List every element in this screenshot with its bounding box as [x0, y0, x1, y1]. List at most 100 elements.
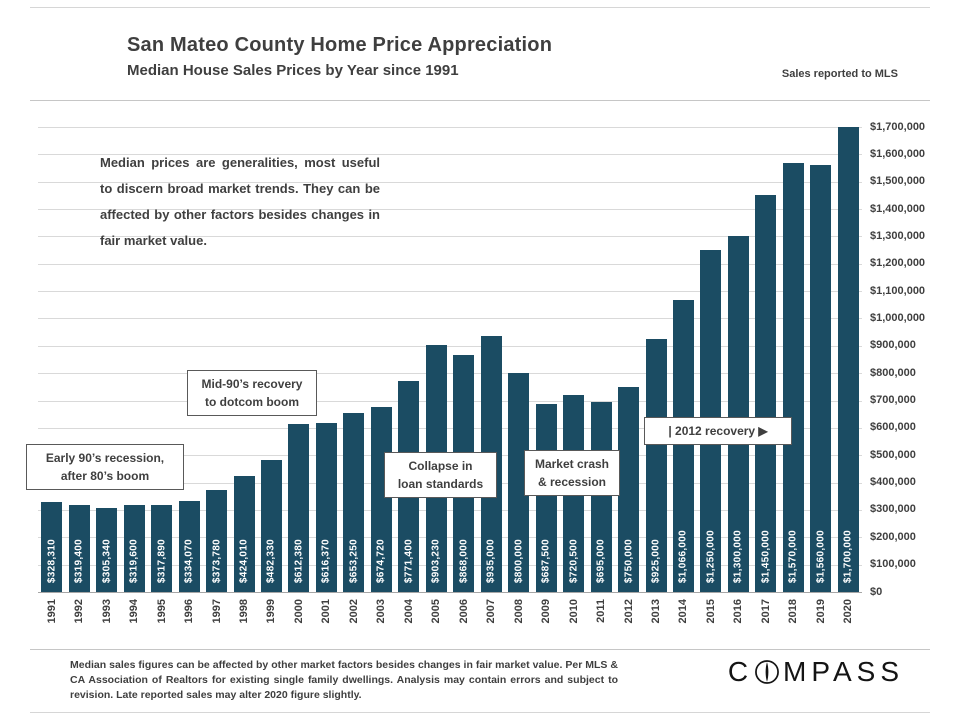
gridline	[38, 291, 862, 293]
x-axis-year-label: 1995	[155, 599, 168, 624]
bar-1994: $319,600	[123, 504, 145, 592]
y-axis-tick-label: $1,600,000	[870, 147, 926, 160]
bar-value-label: $1,066,000	[677, 529, 689, 583]
annotation-box-4: Market crash & recession	[524, 450, 620, 496]
bar-1991: $328,310	[41, 502, 63, 592]
bar-value-label: $771,400	[403, 538, 415, 583]
compass-o-icon	[755, 660, 779, 684]
bar-value-label: $800,000	[513, 538, 525, 583]
x-axis-year-label: 2004	[402, 599, 415, 624]
x-axis-year-label: 1992	[73, 599, 86, 624]
annotation-box-1: Early 90’s recession, after 80’s boom	[26, 444, 184, 490]
bar-value-label: $1,300,000	[732, 529, 744, 583]
bar-2013: $925,000	[645, 338, 667, 592]
bar-2009: $687,500	[535, 403, 557, 592]
x-axis-year-label: 1996	[183, 599, 196, 624]
top-divider	[30, 7, 930, 8]
bar-value-label: $317,890	[156, 538, 168, 583]
bar-value-label: $616,370	[320, 538, 332, 583]
x-axis-year-label: 2007	[485, 599, 498, 624]
bar-value-label: $305,340	[101, 538, 113, 583]
annotation-box-2: Mid-90’s recovery to dotcom boom	[187, 370, 317, 416]
bar-value-label: $903,230	[430, 538, 442, 583]
y-axis-tick-label: $200,000	[870, 530, 916, 543]
x-axis-year-label: 1997	[210, 599, 223, 624]
x-axis-year-label: 2020	[842, 599, 855, 624]
bar-value-label: $687,500	[540, 538, 552, 583]
bar-value-label: $1,450,000	[760, 529, 772, 583]
x-axis-year-label: 2008	[512, 599, 525, 624]
gridline	[38, 263, 862, 265]
bar-value-label: $1,250,000	[705, 529, 717, 583]
x-axis-year-label: 2005	[430, 599, 443, 624]
bar-value-label: $424,010	[238, 538, 250, 583]
gridline	[38, 154, 862, 156]
x-axis-year-label: 2019	[814, 599, 827, 624]
logo-letter-c: C	[727, 656, 754, 687]
bar-value-label: $1,570,000	[787, 529, 799, 583]
x-axis-year-label: 2000	[292, 599, 305, 624]
gridline	[38, 318, 862, 320]
gridline	[38, 373, 862, 375]
bar-value-label: $695,000	[595, 538, 607, 583]
gridline	[38, 209, 862, 211]
bar-2003: $674,720	[370, 407, 392, 592]
bar-value-label: $935,000	[485, 538, 497, 583]
gridline	[38, 181, 862, 183]
bar-2011: $695,000	[590, 401, 612, 592]
y-axis-tick-label: $1,400,000	[870, 202, 926, 215]
bar-1999: $482,330	[260, 460, 282, 592]
footer-divider	[30, 649, 930, 650]
bar-value-label: $925,000	[650, 538, 662, 583]
y-axis-tick-label: $1,300,000	[870, 229, 926, 242]
disclaimer-text: Median sales figures can be affected by …	[70, 659, 618, 702]
bar-value-label: $1,560,000	[815, 529, 827, 583]
page-title: San Mateo County Home Price Appreciation	[127, 34, 553, 56]
x-axis-year-label: 2016	[732, 599, 745, 624]
bar-2017: $1,450,000	[755, 195, 777, 592]
logo-letters-mpass: MPASS	[783, 656, 904, 687]
header-divider	[30, 100, 930, 101]
y-axis-tick-label: $1,000,000	[870, 311, 926, 324]
x-axis-year-label: 1994	[128, 599, 141, 624]
y-axis-tick-label: $0	[870, 585, 883, 598]
x-axis-year-label: 1998	[238, 599, 250, 624]
bar-2001: $616,370	[315, 423, 337, 592]
bar-2016: $1,300,000	[727, 236, 749, 592]
gridline	[38, 345, 862, 347]
mls-source-note: Sales reported to MLS	[781, 68, 898, 80]
page-subtitle: Median House Sales Prices by Year since …	[127, 62, 459, 79]
x-axis-year-label: 2018	[787, 599, 800, 624]
bar-1998: $424,010	[233, 476, 255, 592]
bar-1993: $305,340	[96, 508, 118, 592]
x-axis-year-label: 2001	[320, 599, 333, 624]
bar-2020: $1,700,000	[837, 127, 859, 592]
annotation-box-3: Collapse in loan standards	[384, 452, 497, 498]
x-axis-year-label: 2006	[457, 599, 470, 624]
bar-2014: $1,066,000	[672, 300, 694, 592]
y-axis-tick-label: $1,500,000	[870, 175, 926, 188]
y-axis-tick-label: $1,100,000	[870, 284, 926, 297]
bar-value-label: $1,700,000	[842, 529, 854, 583]
gridline	[38, 537, 862, 539]
bar-value-label: $328,310	[46, 538, 58, 583]
bar-value-label: $319,400	[73, 538, 85, 583]
compass-logo: C MPASS	[728, 656, 904, 688]
x-axis-line	[38, 592, 862, 593]
gridline	[38, 509, 862, 511]
x-axis-year-label: 1993	[100, 599, 113, 624]
x-axis-year-label: 2002	[347, 599, 360, 624]
chart-note: Median prices are generalities, most use…	[100, 155, 380, 248]
y-axis-tick-label: $500,000	[870, 448, 916, 461]
bar-1996: $334,070	[178, 500, 200, 592]
bar-2018: $1,570,000	[782, 162, 804, 592]
bar-1995: $317,890	[151, 505, 173, 592]
bar-value-label: $750,000	[623, 538, 635, 583]
y-axis-tick-label: $1,200,000	[870, 257, 926, 270]
x-axis-year-label: 2014	[677, 599, 690, 624]
bar-value-label: $720,500	[568, 538, 580, 583]
bar-value-label: $319,600	[128, 538, 140, 583]
gridline	[38, 127, 862, 128]
bar-value-label: $334,070	[183, 538, 195, 583]
